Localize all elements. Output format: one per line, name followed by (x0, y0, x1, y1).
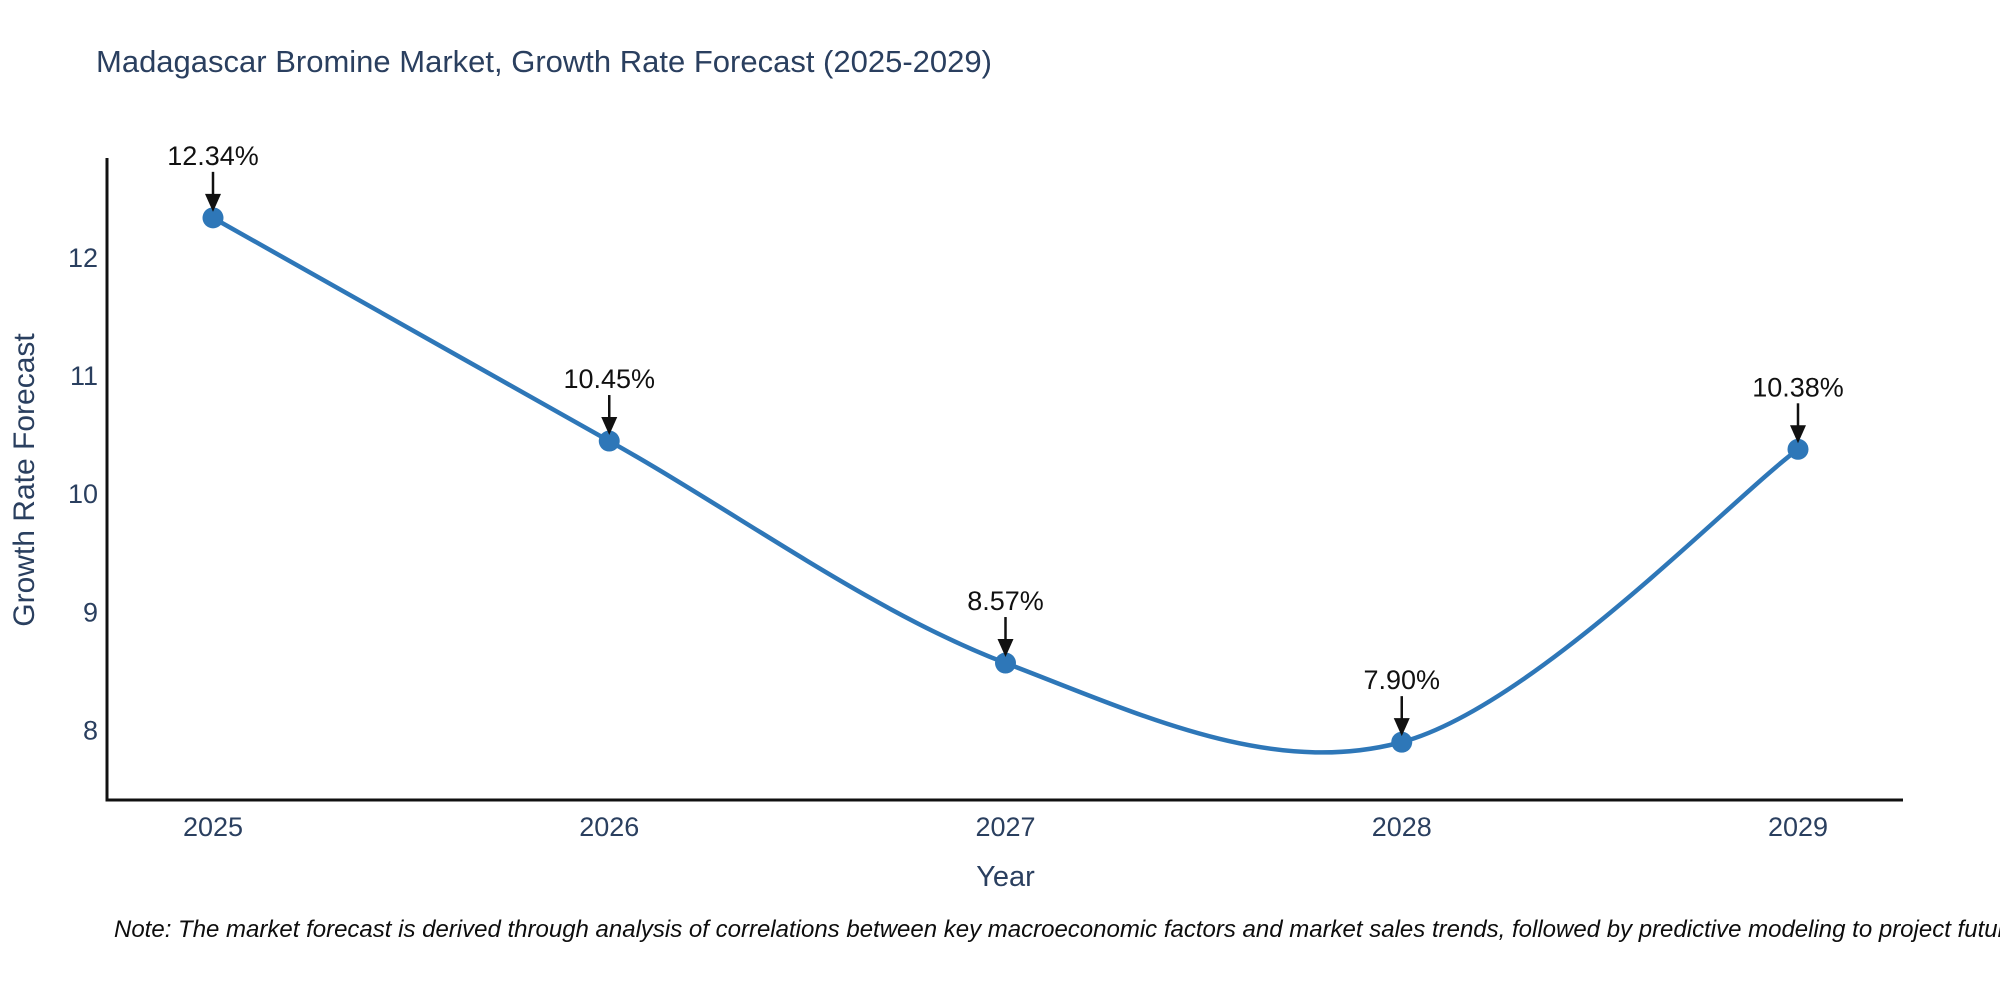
point-annotation-label: 8.57% (967, 586, 1044, 616)
point-annotation-label: 12.34% (167, 141, 259, 171)
y-tick-label: 9 (83, 597, 98, 627)
y-tick-label: 12 (68, 243, 98, 273)
annotation-arrow-head (1790, 425, 1806, 444)
annotation-arrow-head (997, 639, 1014, 658)
annotation-arrow-head (205, 193, 221, 212)
point-annotation-label: 10.45% (563, 364, 655, 394)
y-tick-label: 10 (68, 479, 98, 509)
data-point (995, 652, 1016, 674)
chart-footnote: Note: The market forecast is derived thr… (114, 916, 2000, 943)
x-axis-title: Year (976, 861, 1035, 893)
y-tick-label: 11 (70, 361, 98, 391)
data-point (598, 430, 620, 452)
x-tick-label: 2027 (975, 812, 1035, 842)
point-annotation-label: 7.90% (1363, 665, 1440, 695)
x-tick-label: 2026 (579, 812, 639, 842)
y-tick-label: 8 (83, 715, 98, 745)
x-tick-label: 2025 (183, 812, 243, 842)
annotation-arrow-head (1393, 718, 1410, 737)
data-point (1391, 731, 1413, 753)
data-point (202, 207, 224, 229)
data-point (1787, 438, 1809, 460)
chart-title: Madagascar Bromine Market, Growth Rate F… (96, 44, 992, 79)
y-axis-title: Growth Rate Forecast (8, 333, 41, 627)
point-annotation-label: 10.38% (1752, 372, 1844, 402)
x-tick-label: 2029 (1768, 812, 1828, 842)
x-tick-label: 2028 (1372, 812, 1432, 842)
annotation-arrow-head (601, 417, 618, 436)
